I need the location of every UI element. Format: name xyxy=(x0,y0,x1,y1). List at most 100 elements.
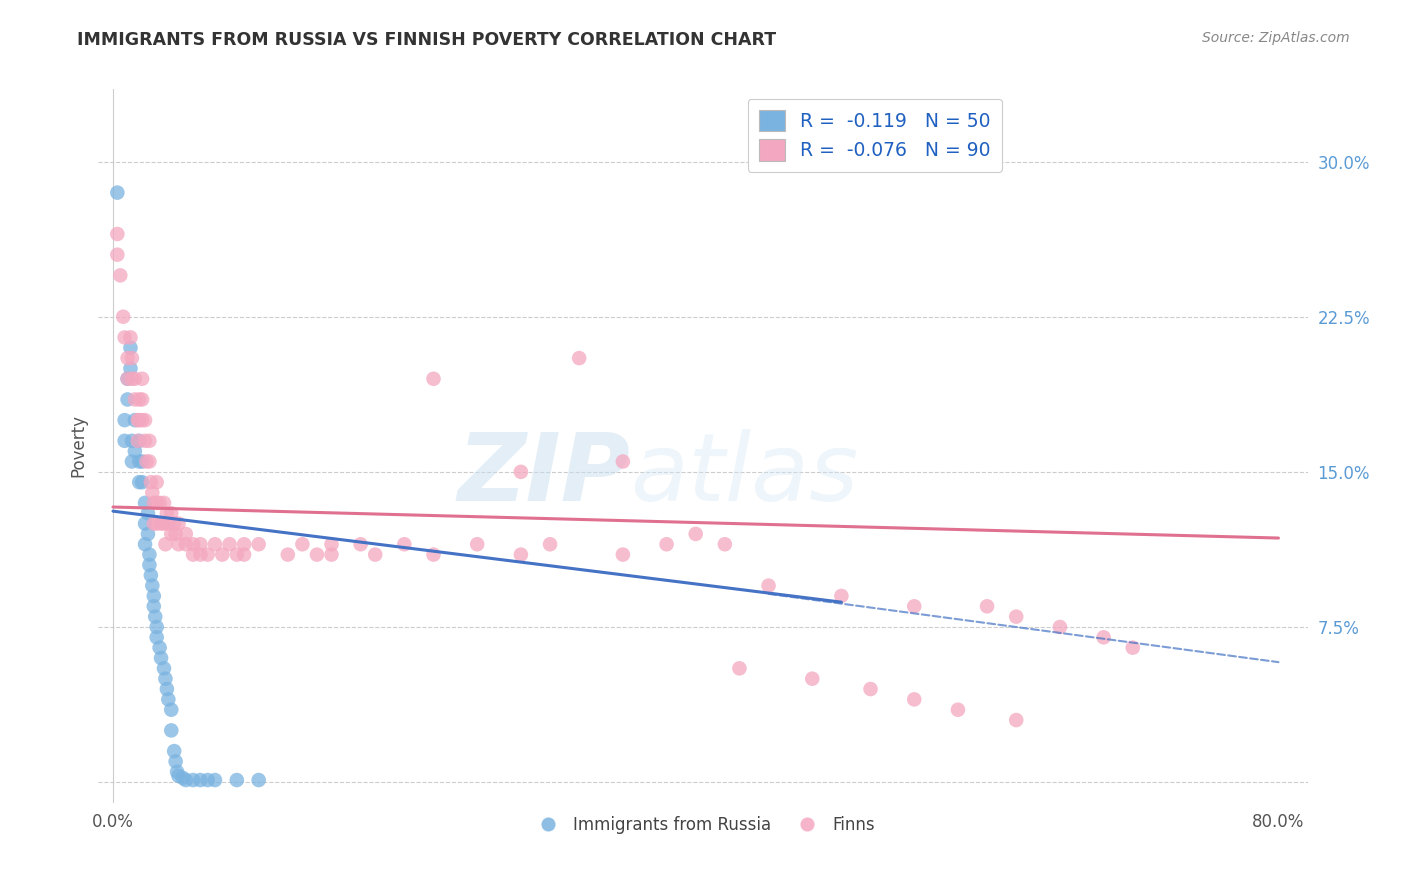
Point xyxy=(139,568,162,582)
Point xyxy=(141,485,163,500)
Point xyxy=(134,434,156,448)
Point xyxy=(350,537,373,551)
Point xyxy=(141,579,163,593)
Point xyxy=(155,537,177,551)
Point xyxy=(114,330,136,344)
Point xyxy=(247,537,270,551)
Point xyxy=(105,186,128,200)
Point xyxy=(131,392,153,407)
Point xyxy=(136,527,159,541)
Point xyxy=(277,548,299,562)
Point xyxy=(163,744,186,758)
Point xyxy=(138,548,160,562)
Point xyxy=(145,630,167,644)
Point xyxy=(612,454,634,468)
Point xyxy=(138,454,160,468)
Point xyxy=(714,537,737,551)
Point xyxy=(128,413,150,427)
Point xyxy=(509,465,531,479)
Point xyxy=(112,310,135,324)
Point xyxy=(422,372,444,386)
Point xyxy=(946,703,969,717)
Point xyxy=(830,589,852,603)
Point xyxy=(131,413,153,427)
Point xyxy=(976,599,998,614)
Point xyxy=(121,372,143,386)
Point xyxy=(728,661,751,675)
Point xyxy=(903,599,925,614)
Point xyxy=(114,434,136,448)
Point xyxy=(538,537,561,551)
Point xyxy=(138,558,160,572)
Point xyxy=(156,681,179,696)
Point xyxy=(165,755,187,769)
Point xyxy=(136,506,159,520)
Point xyxy=(155,672,177,686)
Point xyxy=(172,771,194,785)
Point xyxy=(117,372,139,386)
Legend: Immigrants from Russia, Finns: Immigrants from Russia, Finns xyxy=(524,810,882,841)
Point xyxy=(128,475,150,490)
Point xyxy=(204,772,226,787)
Point xyxy=(117,351,139,365)
Point xyxy=(153,496,176,510)
Point xyxy=(801,672,824,686)
Point xyxy=(167,516,190,531)
Point xyxy=(153,516,176,531)
Point xyxy=(150,516,173,531)
Point xyxy=(1092,630,1115,644)
Point xyxy=(156,506,179,520)
Point xyxy=(509,548,531,562)
Point xyxy=(117,372,139,386)
Point xyxy=(150,651,173,665)
Point xyxy=(1005,713,1028,727)
Point xyxy=(174,772,197,787)
Point xyxy=(211,548,233,562)
Point xyxy=(142,496,165,510)
Point xyxy=(859,681,882,696)
Point xyxy=(291,537,314,551)
Point xyxy=(127,413,149,427)
Point xyxy=(145,475,167,490)
Point xyxy=(105,248,128,262)
Point xyxy=(903,692,925,706)
Point xyxy=(142,516,165,531)
Point xyxy=(165,527,187,541)
Point xyxy=(121,454,143,468)
Point xyxy=(128,454,150,468)
Point xyxy=(160,506,183,520)
Text: ZIP: ZIP xyxy=(457,428,630,521)
Point xyxy=(131,475,153,490)
Point xyxy=(364,548,387,562)
Point xyxy=(110,268,132,283)
Point xyxy=(142,589,165,603)
Point xyxy=(128,434,150,448)
Point xyxy=(145,516,167,531)
Point xyxy=(160,703,183,717)
Point xyxy=(131,454,153,468)
Point xyxy=(167,537,190,551)
Point xyxy=(143,609,166,624)
Point xyxy=(233,548,256,562)
Point xyxy=(135,454,157,468)
Point xyxy=(153,661,176,675)
Point xyxy=(157,516,180,531)
Point xyxy=(120,330,142,344)
Point xyxy=(124,372,146,386)
Point xyxy=(247,772,270,787)
Point xyxy=(145,620,167,634)
Point xyxy=(422,548,444,562)
Point xyxy=(120,361,142,376)
Point xyxy=(114,413,136,427)
Point xyxy=(174,527,197,541)
Y-axis label: Poverty: Poverty xyxy=(69,415,87,477)
Point xyxy=(128,392,150,407)
Point xyxy=(197,548,219,562)
Point xyxy=(190,772,212,787)
Point xyxy=(160,723,183,738)
Point xyxy=(394,537,416,551)
Point xyxy=(134,496,156,510)
Point xyxy=(1122,640,1144,655)
Point xyxy=(197,772,219,787)
Point xyxy=(174,537,197,551)
